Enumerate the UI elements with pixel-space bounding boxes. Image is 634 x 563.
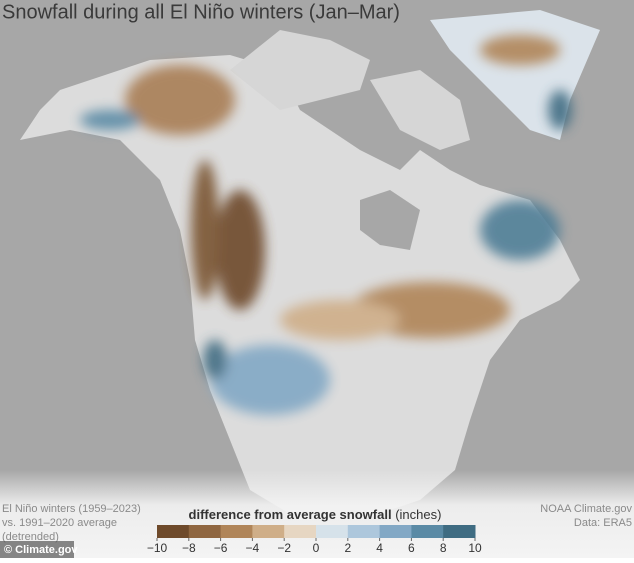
colorbar-swatch bbox=[411, 525, 444, 538]
credit: NOAA Climate.gov bbox=[540, 503, 632, 515]
colorbar-swatch bbox=[157, 525, 190, 538]
colorbar-tick-label: −8 bbox=[182, 541, 196, 555]
colorbar-tick-label: −6 bbox=[214, 541, 228, 555]
map bbox=[20, 10, 600, 520]
colorbar-tick-label: 6 bbox=[408, 541, 415, 555]
colorbar-tick-label: −2 bbox=[277, 541, 291, 555]
colorbar: −10 −8 −6 −4 −2 0 2 4 6 8 10 bbox=[147, 525, 482, 555]
colorbar-swatch bbox=[347, 525, 381, 538]
colorbar-title: difference from average snowfall (inches… bbox=[189, 507, 442, 522]
colorbar-tick-label: 8 bbox=[440, 541, 447, 555]
colorbar-tick-label: 0 bbox=[313, 541, 320, 555]
colorbar-label: difference from average snowfall bbox=[189, 507, 392, 522]
colorbar-tick-label: −4 bbox=[246, 541, 260, 555]
colorbar-swatch bbox=[252, 525, 285, 538]
watermark-bg bbox=[0, 541, 74, 558]
colorbar-unit: (inches) bbox=[395, 507, 441, 522]
watermark: © Climate.gov bbox=[4, 544, 78, 556]
note: El Niño winters (1959–2023) bbox=[2, 503, 141, 515]
colorbar-tick-label: 4 bbox=[376, 541, 383, 555]
colorbar-swatch bbox=[443, 525, 476, 538]
colorbar-swatch bbox=[284, 525, 317, 538]
colorbar-swatch bbox=[220, 525, 253, 538]
title: Snowfall during all El Niño winters (Jan… bbox=[2, 1, 400, 23]
legend-panel bbox=[0, 470, 634, 558]
note: (detrended) bbox=[2, 531, 59, 543]
credit: Data: ERA5 bbox=[574, 517, 632, 529]
colorbar-swatch bbox=[188, 525, 222, 538]
colorbar-swatch bbox=[316, 525, 349, 538]
colorbar-tick-label: 10 bbox=[468, 541, 482, 555]
colorbar-swatch bbox=[379, 525, 412, 538]
colorbar-tick-label: −10 bbox=[147, 541, 168, 555]
colorbar-tick-label: 2 bbox=[344, 541, 351, 555]
note: vs. 1991–2020 average bbox=[2, 517, 117, 529]
